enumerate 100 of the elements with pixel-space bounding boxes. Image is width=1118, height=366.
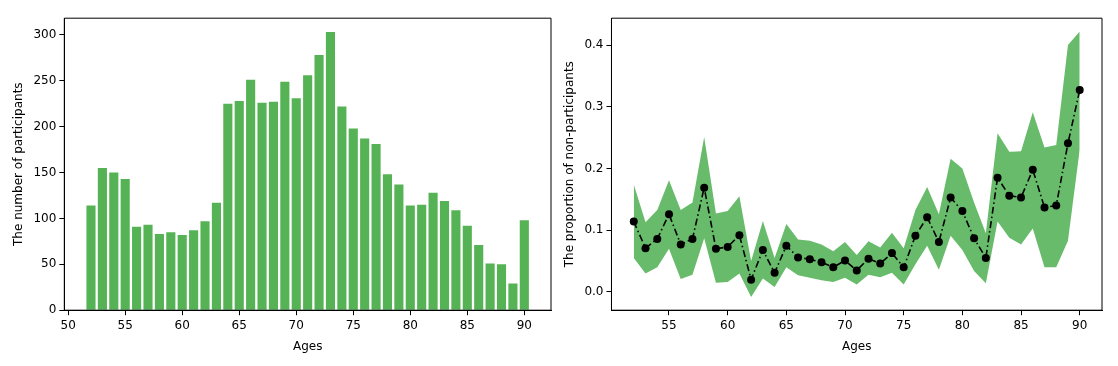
x-tick-label: 60 xyxy=(720,317,736,332)
point xyxy=(829,263,838,272)
point xyxy=(981,254,990,263)
x-axis-title: Ages xyxy=(292,338,323,353)
point xyxy=(1063,139,1072,148)
bar xyxy=(143,224,153,310)
bar xyxy=(120,178,130,310)
y-axis-title: The number of participants xyxy=(11,82,26,247)
y-tick-label: 0 xyxy=(48,302,57,317)
bar xyxy=(417,204,427,310)
bar xyxy=(382,174,393,310)
x-tick-label: 55 xyxy=(661,317,677,332)
x-axis-title: Ages xyxy=(842,338,872,353)
point xyxy=(817,258,826,267)
y-tick-label: 150 xyxy=(33,164,57,179)
x-tick-label: 90 xyxy=(516,317,532,332)
bar xyxy=(508,283,518,310)
point xyxy=(946,193,955,202)
bar xyxy=(451,210,461,310)
bar xyxy=(303,75,313,310)
x-tick-label: 75 xyxy=(896,317,912,332)
bar xyxy=(348,128,358,310)
x-tick-label: 65 xyxy=(231,317,247,332)
point xyxy=(770,268,779,277)
point xyxy=(794,253,803,262)
bar xyxy=(211,202,221,310)
y-axis-title: The proportion of non-participants xyxy=(562,61,577,269)
bar xyxy=(360,138,370,310)
bar xyxy=(496,264,507,310)
bar xyxy=(314,55,324,310)
x-tick-label: 55 xyxy=(117,317,133,332)
x-tick-label: 80 xyxy=(954,317,970,332)
bar xyxy=(200,221,210,310)
point xyxy=(958,207,967,216)
y-tick-label: 0.3 xyxy=(584,98,604,113)
point xyxy=(876,259,885,268)
bar xyxy=(86,205,96,310)
y-tick-label: 50 xyxy=(41,256,57,271)
x-tick-label: 70 xyxy=(837,317,853,332)
point xyxy=(1040,203,1049,212)
x-tick-label: 75 xyxy=(345,317,361,332)
point xyxy=(1052,201,1061,210)
bar xyxy=(234,100,244,310)
bar xyxy=(257,102,267,310)
point xyxy=(676,240,685,249)
bar xyxy=(474,245,484,310)
bar xyxy=(325,32,336,310)
bar xyxy=(439,200,450,310)
point xyxy=(747,275,756,284)
point xyxy=(887,249,896,258)
x-tick-label: 70 xyxy=(288,317,304,332)
x-tick-label: 85 xyxy=(1013,317,1029,332)
x-tick-label: 90 xyxy=(1072,317,1088,332)
y-tick-label: 100 xyxy=(33,210,57,225)
point xyxy=(934,237,943,246)
x-tick-label: 80 xyxy=(402,317,418,332)
x-tick-label: 65 xyxy=(778,317,794,332)
bar xyxy=(166,232,176,310)
bar xyxy=(394,184,404,310)
bar xyxy=(223,103,233,310)
bar xyxy=(246,79,256,310)
point xyxy=(1005,191,1014,200)
bar xyxy=(189,230,199,310)
bar xyxy=(519,220,529,310)
point xyxy=(1017,193,1026,202)
bar xyxy=(371,144,381,310)
bar xyxy=(154,234,164,310)
point xyxy=(805,255,814,264)
y-tick-label: 200 xyxy=(33,118,57,133)
point xyxy=(852,266,861,275)
point xyxy=(911,231,920,240)
bar xyxy=(132,226,142,310)
x-tick-label: 60 xyxy=(174,317,190,332)
point xyxy=(1075,86,1084,95)
bar xyxy=(485,263,495,310)
bar xyxy=(177,234,187,310)
y-tick-label: 0.4 xyxy=(584,37,604,52)
x-tick-label: 50 xyxy=(60,317,76,332)
y-tick-label: 0.0 xyxy=(584,284,604,299)
point xyxy=(723,242,732,251)
bar xyxy=(109,172,119,310)
bar xyxy=(280,81,290,310)
point xyxy=(841,256,850,265)
x-tick-label: 85 xyxy=(459,317,475,332)
point xyxy=(700,183,709,192)
point xyxy=(664,210,673,219)
point xyxy=(899,263,908,272)
bar xyxy=(462,225,472,310)
point xyxy=(993,173,1002,182)
point xyxy=(629,217,638,226)
bar xyxy=(337,106,347,310)
point xyxy=(864,254,873,263)
bar xyxy=(97,167,107,310)
y-tick-label: 250 xyxy=(33,72,57,87)
bar xyxy=(268,101,278,310)
point xyxy=(758,246,767,255)
point xyxy=(923,213,932,222)
point xyxy=(1028,165,1037,174)
y-tick-label: 0.1 xyxy=(584,222,604,237)
bar xyxy=(291,98,301,310)
